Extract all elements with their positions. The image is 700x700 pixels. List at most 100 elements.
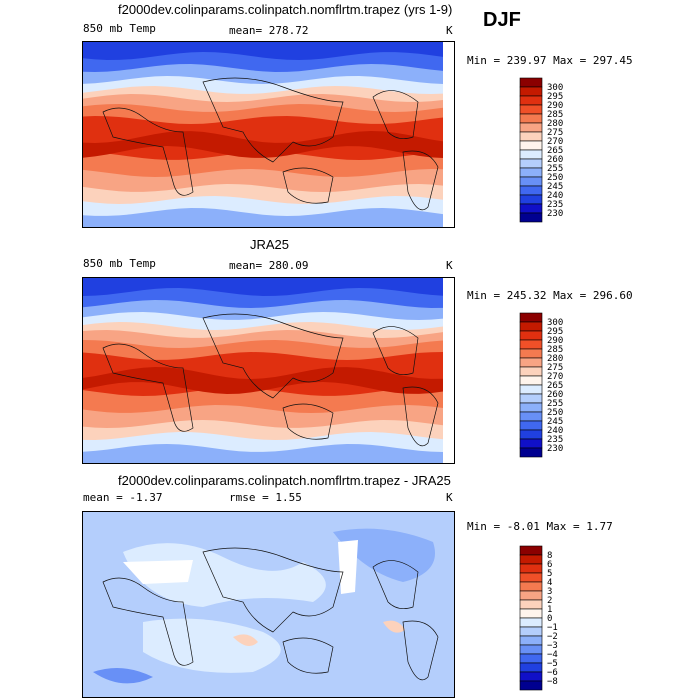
coastline	[102, 313, 439, 447]
colorbar-tick-label: 260	[547, 390, 563, 400]
colorbar-tick-label: 255	[547, 399, 563, 409]
panel1-variable-label: 850 mb Temp	[83, 22, 156, 35]
contour-band	[83, 278, 443, 304]
colorbar-swatch	[519, 590, 543, 601]
colorbar-tick-label: 4	[547, 578, 552, 588]
panel3-rmse-label: rmse = 1.55	[229, 491, 302, 504]
colorbar-tick-label: 290	[547, 336, 563, 346]
colorbar-swatch	[519, 167, 543, 178]
colorbar-tick-label: −1	[547, 623, 558, 633]
contour-band	[83, 116, 443, 168]
colorbar-swatch	[519, 420, 543, 431]
colorbar-swatch	[519, 321, 543, 332]
panel2-variable-label: 850 mb Temp	[83, 257, 156, 270]
colorbar-swatch	[519, 662, 543, 673]
colorbar-swatch	[519, 545, 543, 556]
colorbar-tick-label: 8	[547, 551, 552, 561]
colorbar-tick-label: 265	[547, 381, 563, 391]
colorbar-swatch	[519, 384, 543, 395]
contour-band	[83, 76, 443, 102]
colorbar-tick-label: 250	[547, 408, 563, 418]
contour-band	[83, 352, 443, 404]
colorbar-tick-label: 235	[547, 435, 563, 445]
colorbar-swatch	[519, 644, 543, 655]
colorbar-swatch	[519, 438, 543, 449]
colorbar-swatch	[519, 554, 543, 565]
contour-band	[83, 64, 443, 92]
colorbar-swatch	[519, 312, 543, 323]
colorbar-tick-label: 260	[547, 155, 563, 165]
colorbar-tick-label: 285	[547, 110, 563, 120]
panel1-units: K	[446, 24, 453, 37]
colorbar-swatch	[519, 411, 543, 422]
panel1-map	[82, 41, 455, 228]
colorbar-swatch	[519, 393, 543, 404]
colorbar-swatch	[519, 113, 543, 124]
colorbar-tick-label: 240	[547, 426, 563, 436]
contour-band	[83, 420, 443, 448]
colorbar-tick-label: 300	[547, 83, 563, 93]
colorbar-swatch	[519, 375, 543, 386]
contour-band	[83, 52, 443, 80]
colorbar-swatch	[519, 203, 543, 214]
contour-band	[83, 208, 443, 227]
colorbar-tick-label: 280	[547, 354, 563, 364]
colorbar-tick-label: 275	[547, 363, 563, 373]
coastline	[102, 547, 439, 681]
colorbar-tick-label: 295	[547, 327, 563, 337]
contour-band	[83, 367, 443, 394]
contour-band	[143, 618, 281, 673]
colorbar-swatch	[519, 131, 543, 142]
colorbar-swatch	[519, 104, 543, 115]
colorbar-swatch	[519, 95, 543, 106]
colorbar-tick-label: 275	[547, 128, 563, 138]
colorbar-swatch	[519, 77, 543, 88]
colorbar-swatch	[519, 617, 543, 628]
colorbar-swatch	[519, 357, 543, 368]
colorbar-tick-label: −8	[547, 677, 558, 687]
colorbar-swatch	[519, 572, 543, 583]
colorbar-tick-label: 255	[547, 164, 563, 174]
colorbar-tick-label: 5	[547, 569, 552, 579]
colorbar-tick-label: 245	[547, 182, 563, 192]
panel2-map	[82, 277, 455, 464]
colorbar-tick-label: 1	[547, 605, 552, 615]
panel2-min-max: Min = 245.32 Max = 296.60	[467, 289, 633, 302]
panel1-min-max: Min = 239.97 Max = 297.45	[467, 54, 633, 67]
colorbar-tick-label: 265	[547, 146, 563, 156]
panel2-colorbar: 300 295 290 285 280 275 270 265 260 255 250 245 240 2…	[519, 312, 580, 459]
colorbar-tick-label: −2	[547, 632, 558, 642]
colorbar-swatch	[519, 140, 543, 151]
colorbar-swatch	[519, 149, 543, 160]
colorbar-tick-label: −5	[547, 659, 558, 669]
contour-band	[83, 444, 443, 463]
colorbar-tick-label: 295	[547, 92, 563, 102]
colorbar-tick-label: 0	[547, 614, 552, 624]
panel3-colorbar: 8 6 5 4 3 2 1 0 −1 −2 −3 −4 −5 −6 −8	[519, 545, 580, 692]
contour-band	[83, 432, 443, 460]
colorbar-swatch	[519, 635, 543, 646]
colorbar-swatch	[519, 158, 543, 169]
colorbar-swatch	[519, 122, 543, 133]
colorbar-tick-label: 300	[547, 318, 563, 328]
colorbar-swatch	[519, 608, 543, 619]
colorbar-tick-label: −6	[547, 668, 558, 678]
map-svg	[83, 512, 454, 697]
colorbar-tick-label: −4	[547, 650, 558, 660]
colorbar-tick-label: 240	[547, 191, 563, 201]
panel3-units: K	[446, 491, 453, 504]
colorbar-swatch	[519, 339, 543, 350]
coastline	[102, 77, 439, 211]
colorbar-swatch	[519, 185, 543, 196]
contour-band	[93, 668, 153, 684]
colorbar-tick-label: 245	[547, 417, 563, 427]
colorbar-tick-label: 230	[547, 209, 563, 219]
colorbar-tick-label: 250	[547, 173, 563, 183]
map-svg	[83, 278, 443, 463]
colorbar-swatch	[519, 402, 543, 413]
colorbar-swatch	[519, 653, 543, 664]
colorbar-swatch	[519, 429, 543, 440]
panel3-map	[82, 511, 455, 698]
contour-band	[123, 543, 326, 607]
